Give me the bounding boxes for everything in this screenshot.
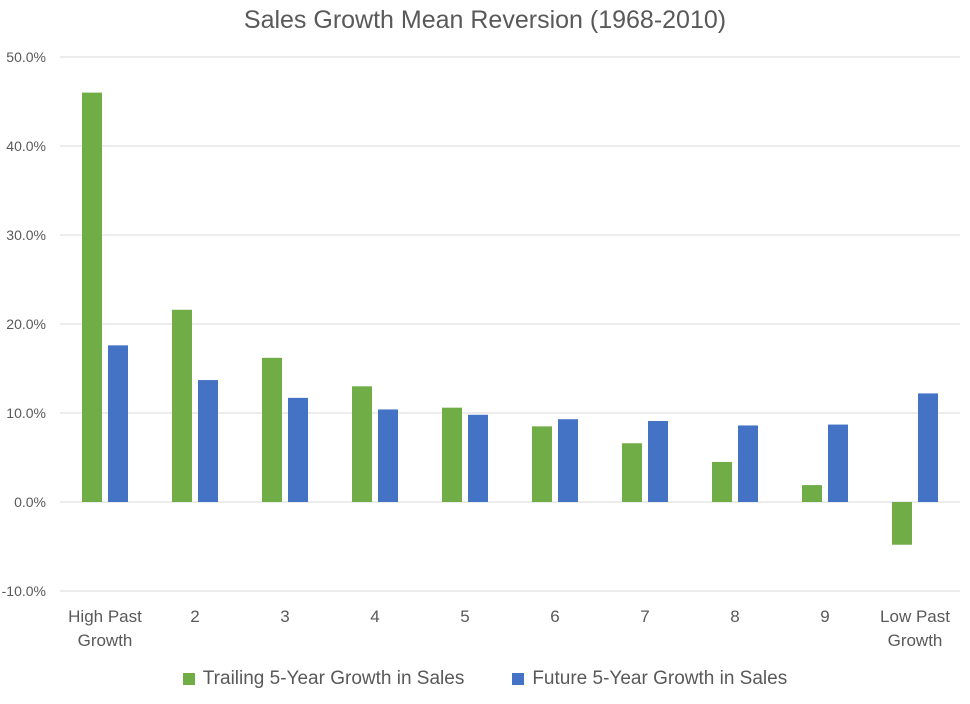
x-tick-label: Growth: [78, 631, 133, 650]
legend-item-trailing: Trailing 5-Year Growth in Sales: [182, 668, 465, 690]
bar-trailing: [82, 92, 102, 502]
y-tick-label: 30.0%: [6, 227, 46, 243]
bar-trailing: [712, 461, 732, 502]
x-tick-label: 8: [730, 607, 739, 626]
y-tick-label: 20.0%: [6, 316, 46, 332]
bar-future: [468, 414, 488, 502]
legend: Trailing 5-Year Growth in Sales Future 5…: [0, 668, 970, 690]
x-tick-label: 5: [460, 607, 469, 626]
x-tick-label: Growth: [888, 631, 943, 650]
bar-future: [198, 380, 218, 502]
x-tick-label: Low Past: [880, 607, 950, 626]
x-tick-label: 3: [280, 607, 289, 626]
x-tick-label: 4: [370, 607, 379, 626]
legend-swatch-trailing: [182, 673, 195, 685]
bar-trailing: [262, 357, 282, 502]
bar-trailing: [532, 426, 552, 502]
bar-future: [918, 393, 938, 502]
y-tick-label: 40.0%: [6, 138, 46, 154]
bar-future: [738, 425, 758, 502]
bar-future: [558, 419, 578, 502]
y-tick-label: -10.0%: [2, 583, 46, 599]
bar-future: [378, 409, 398, 502]
bar-future: [288, 397, 308, 502]
bar-trailing: [442, 407, 462, 502]
bar-future: [108, 345, 128, 502]
legend-item-future: Future 5-Year Growth in Sales: [512, 668, 787, 690]
y-tick-label: 50.0%: [6, 49, 46, 65]
bar-trailing: [802, 485, 822, 502]
bar-future: [648, 421, 668, 502]
x-tick-label: High Past: [68, 607, 142, 626]
bar-trailing: [892, 502, 912, 545]
legend-label-future: Future 5-Year Growth in Sales: [532, 668, 788, 689]
legend-swatch-future: [512, 673, 525, 685]
chart-title: Sales Growth Mean Reversion (1968-2010): [243, 6, 727, 34]
x-tick-label: 9: [820, 607, 829, 626]
bar-trailing: [172, 309, 192, 502]
x-tick-label: 6: [550, 607, 559, 626]
x-tick-label: 7: [640, 607, 649, 626]
y-tick-label: 10.0%: [6, 405, 46, 421]
bar-future: [828, 424, 848, 502]
legend-label-trailing: Trailing 5-Year Growth in Sales: [202, 668, 465, 689]
x-tick-label: 2: [190, 607, 199, 626]
y-tick-label: 0.0%: [14, 494, 46, 510]
bar-trailing: [352, 386, 372, 502]
bar-trailing: [622, 443, 642, 502]
